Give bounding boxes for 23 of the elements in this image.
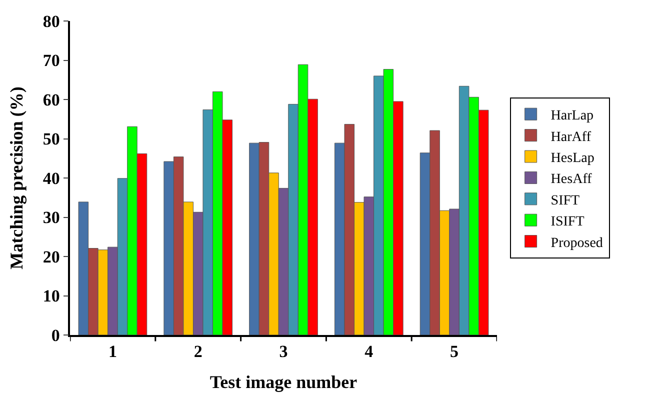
x-tick-label: 3 [279,342,288,362]
legend-label: SIFT [550,193,580,208]
x-axis-title: Test image number [210,372,358,392]
y-tick-label: 80 [42,12,60,31]
legend-label: ISIFT [550,214,585,230]
y-tick-label: 70 [42,51,60,70]
x-tick-label: 2 [194,342,202,362]
y-tick-label: 50 [42,130,60,149]
legend-label: HarAff [550,130,592,145]
x-tick-label: 4 [364,342,374,362]
legend-label: HesLap [550,150,594,166]
legend-label: HesAff [550,172,592,188]
y-tick-label: 10 [42,286,60,306]
y-tick-label: 40 [42,168,60,188]
legend-label: Proposed [550,236,603,251]
legend-label: HarLap [550,108,594,124]
y-tick-label: 60 [42,90,60,110]
x-tick-label: 1 [108,342,117,362]
x-tick-label: 5 [450,342,459,362]
y-axis-title: Matching precision (%) [6,86,27,270]
y-tick-label: 20 [42,247,60,266]
y-tick-label: 30 [42,208,60,228]
y-tick-label: 0 [51,326,60,345]
